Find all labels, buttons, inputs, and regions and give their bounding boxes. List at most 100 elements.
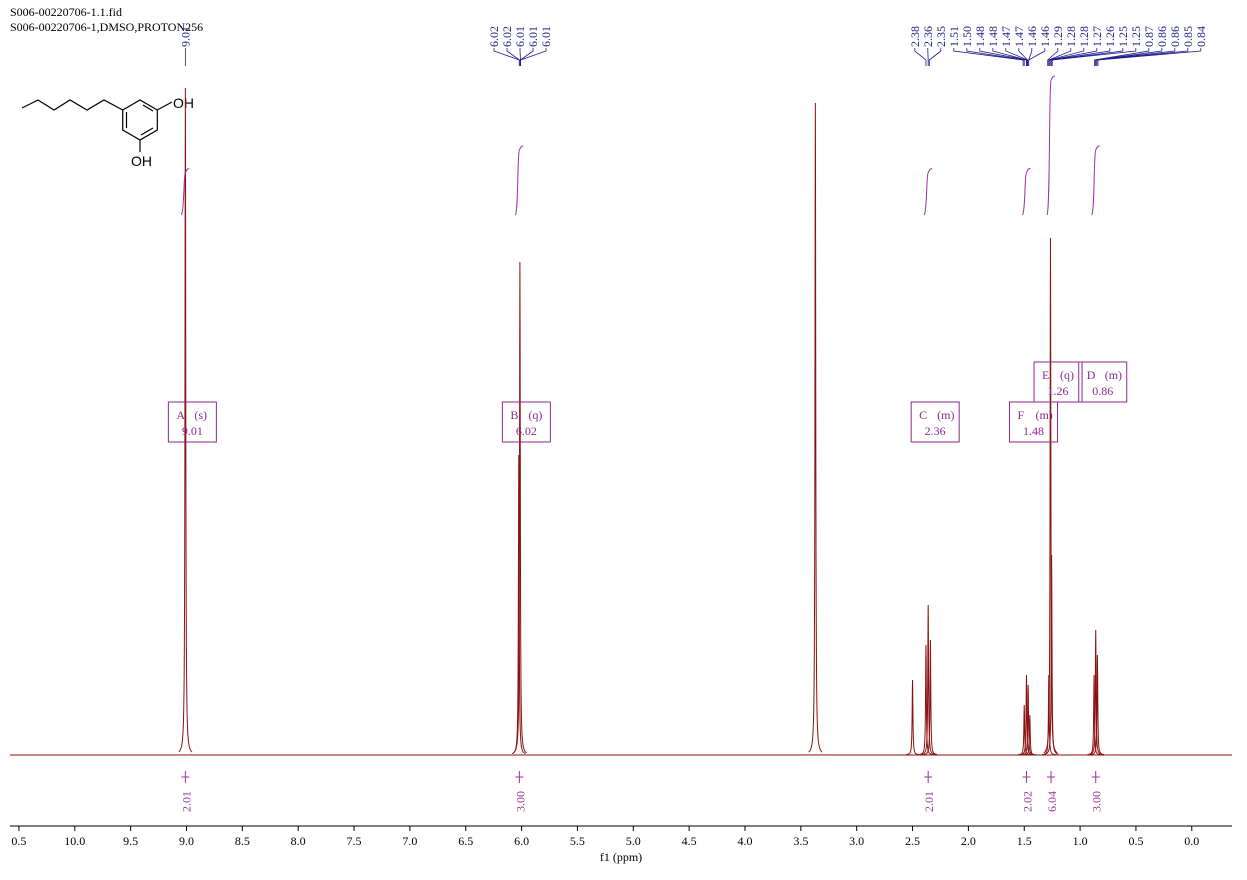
integral-label: 3.00 <box>1090 791 1104 812</box>
x-tick-label: 0.0 <box>1184 834 1199 848</box>
peak-label: 1.48 <box>973 26 987 47</box>
peak <box>1088 629 1103 755</box>
peak <box>905 679 920 756</box>
peak <box>512 261 527 754</box>
peak <box>1044 554 1059 755</box>
peak-label: 1.26 <box>1103 26 1117 47</box>
peak <box>178 87 193 753</box>
peak-connector <box>1049 48 1098 66</box>
hydroxyl-label: OH <box>131 153 152 169</box>
multiplet-letter: B <box>510 408 518 422</box>
integral-curve <box>1046 75 1056 216</box>
multiplet-type: (s) <box>194 408 207 422</box>
x-tick-label: 5.5 <box>570 834 585 848</box>
x-tick-label: 3.0 <box>849 834 864 848</box>
bond <box>157 101 173 111</box>
peak-label: 1.28 <box>1064 26 1078 47</box>
peak <box>1019 674 1034 756</box>
multiplet-box <box>1008 401 1058 443</box>
integral-curve <box>923 168 933 216</box>
benzene-ring <box>122 99 158 141</box>
peak-connector <box>520 48 534 66</box>
peak-label: 1.25 <box>1116 26 1130 47</box>
x-tick-label: 1.5 <box>1017 834 1032 848</box>
multiplet-shift: 6.02 <box>516 424 537 438</box>
x-tick-label: 1.0 <box>1073 834 1088 848</box>
file-name: S006-00220706-1.1.fid <box>10 5 122 19</box>
x-tick-label: 8.5 <box>235 834 250 848</box>
peak-connector <box>506 48 520 66</box>
hexyl-chain <box>21 99 123 111</box>
integral-curve <box>514 145 524 216</box>
peak <box>1023 714 1037 756</box>
x-tick-label: 2.5 <box>905 834 920 848</box>
integral-label: 6.04 <box>1045 791 1059 812</box>
hydroxyl-label: OH <box>173 95 194 111</box>
peak-label: 1.50 <box>960 26 974 47</box>
multiplet-type: (q) <box>528 408 542 422</box>
x-tick-label: 6.5 <box>458 834 473 848</box>
peak-connector <box>966 48 1025 66</box>
multiplet-box <box>1033 361 1083 403</box>
peak <box>808 102 823 753</box>
multiplet-shift: 2.36 <box>925 424 946 438</box>
peak-connector <box>928 48 942 66</box>
peak-label: 6.01 <box>526 26 540 47</box>
multiplet-shift: 9.01 <box>182 424 203 438</box>
peak-connector <box>1096 48 1189 66</box>
multiplet-type: (m) <box>1035 408 1052 422</box>
x-tick-label: 7.0 <box>402 834 417 848</box>
peak-label: 1.46 <box>1038 26 1052 47</box>
peak-connector <box>1050 48 1111 66</box>
peak-label: 0.84 <box>1194 26 1208 47</box>
peak-connector <box>1048 48 1085 66</box>
multiplet-letter: C <box>919 408 927 422</box>
multiplet-letter: A <box>176 408 185 422</box>
multiplet-letter: D <box>1087 368 1096 382</box>
integral-label: 2.01 <box>922 791 936 812</box>
x-tick-label: 10.0 <box>64 834 85 848</box>
peak-label: 1.27 <box>1090 26 1104 47</box>
multiplet-type: (m) <box>1105 368 1122 382</box>
peak-label: 0.86 <box>1168 26 1182 47</box>
peak-connector <box>1028 48 1046 66</box>
molecule <box>21 99 173 152</box>
double-bond <box>142 104 154 112</box>
peak-connector <box>1018 48 1028 66</box>
x-tick-label: 4.0 <box>737 834 752 848</box>
integral-label: 2.02 <box>1020 791 1034 812</box>
multiplet-box <box>167 401 217 443</box>
multiplet-shift: 1.26 <box>1048 384 1069 398</box>
multiplet-shift: 0.86 <box>1092 384 1113 398</box>
peak-connector <box>1051 48 1137 66</box>
peak <box>923 639 938 755</box>
peak-connector <box>1047 48 1059 66</box>
peak <box>1043 237 1058 754</box>
peak-label: 1.51 <box>947 26 961 47</box>
peak-connector <box>914 48 927 66</box>
peak <box>1090 654 1105 756</box>
experiment-info: S006-00220706-1,DMSO,PROTON256 <box>10 20 203 34</box>
peak-connector <box>953 48 1024 66</box>
peak-label: 1.47 <box>1012 26 1026 47</box>
x-tick-label: 0.5 <box>1128 834 1143 848</box>
peak-connector <box>1094 48 1150 66</box>
peak-label: 2.36 <box>921 26 935 47</box>
multiplet-box <box>501 401 551 443</box>
x-tick-label: 0.5 <box>11 834 26 848</box>
x-tick-label: 4.5 <box>682 834 697 848</box>
multiplet-box <box>910 401 960 443</box>
multiplet-type: (q) <box>1060 368 1074 382</box>
integral-label: 2.01 <box>179 791 193 812</box>
peak-connector <box>1028 48 1033 66</box>
multiplet-letter: E <box>1042 368 1049 382</box>
peak-label: 6.01 <box>513 26 527 47</box>
integral-label: 3.00 <box>513 791 527 812</box>
x-tick-label: 2.0 <box>961 834 976 848</box>
peak-label: 0.86 <box>1155 26 1169 47</box>
x-tick-label: 6.0 <box>514 834 529 848</box>
peak-label: 1.25 <box>1129 26 1143 47</box>
x-tick-label: 5.0 <box>626 834 641 848</box>
peak-label: 1.28 <box>1077 26 1091 47</box>
